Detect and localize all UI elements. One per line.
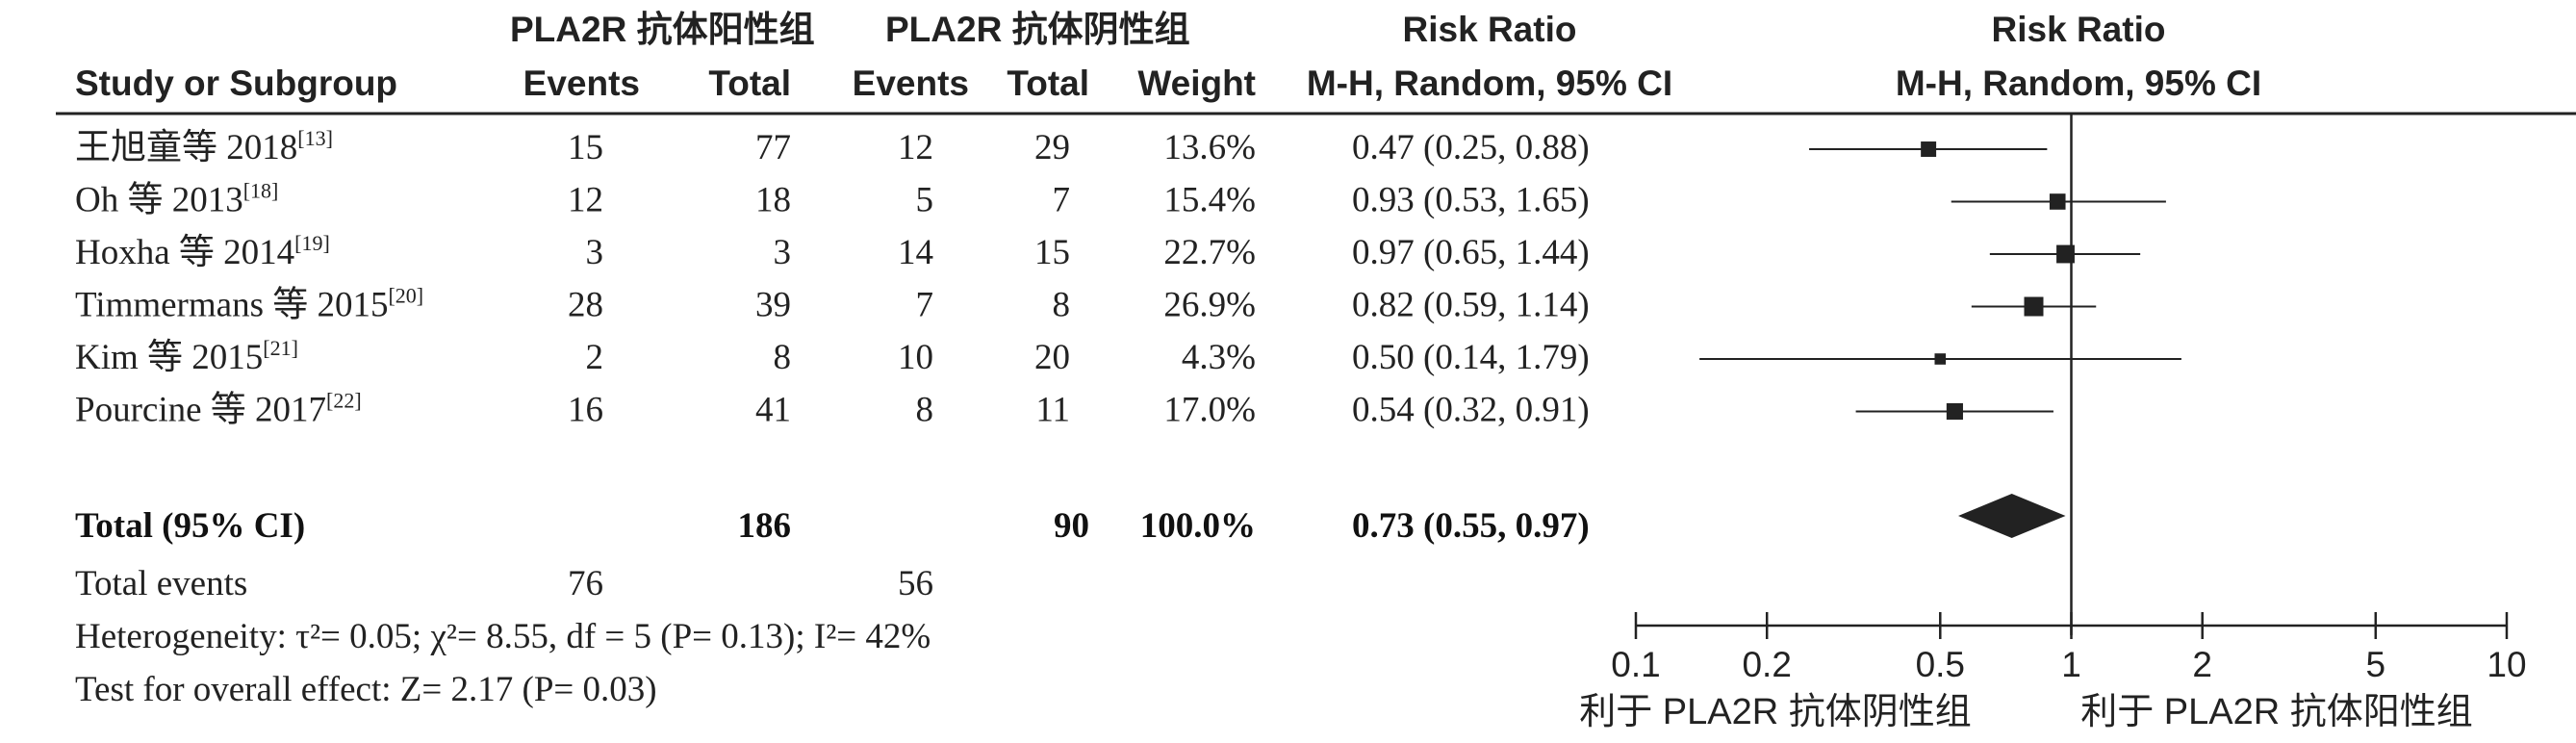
study-reference: [21] (263, 336, 298, 360)
study-ci: 0.54 (0.32, 0.91) (1352, 391, 1590, 430)
study-name: Hoxha 等 2014[19] (75, 231, 330, 272)
total-weight: 100.0% (1140, 506, 1256, 546)
events-group2: 10 (898, 338, 933, 377)
effect-marker (1934, 353, 1947, 365)
events-group1: 15 (568, 128, 603, 167)
total-group2: 90 (1054, 506, 1089, 546)
total-events-group1: 76 (568, 564, 603, 603)
study-ci: 0.82 (0.59, 1.14) (1352, 286, 1590, 325)
total-group2: 29 (1034, 128, 1070, 167)
effect-marker (2056, 244, 2075, 264)
total-group1: 18 (755, 181, 791, 220)
events-group1: 3 (586, 233, 604, 272)
total-group2: 8 (1053, 286, 1071, 325)
events2-header: Events (853, 64, 969, 103)
study-reference: [22] (326, 389, 362, 413)
favours-left-label: 利于 PLA2R 抗体阴性组 (1579, 692, 1972, 732)
x-tick-label: 10 (2487, 645, 2526, 684)
events-group2: 5 (916, 181, 934, 220)
events-group2: 8 (916, 391, 934, 430)
total-group1: 41 (755, 391, 791, 430)
weight-header: Weight (1137, 64, 1256, 103)
study-reference: [20] (388, 284, 423, 308)
pooled-diamond (1958, 494, 2066, 538)
events-group1: 28 (568, 286, 603, 325)
total1-header: Total (708, 64, 791, 103)
study-name-text: Kim 等 2015 (75, 337, 263, 377)
plot-title: Risk Ratio (1992, 10, 2166, 49)
study-column-header: Study or Subgroup (75, 64, 397, 103)
total-group1: 186 (738, 506, 792, 546)
total2-header: Total (1007, 64, 1089, 103)
effect-marker (1921, 141, 1937, 157)
effect-marker (2024, 296, 2044, 317)
effect-marker (2049, 193, 2066, 210)
total-label: Total (95% CI) (75, 506, 305, 546)
study-name: Oh 等 2013[18] (75, 179, 278, 220)
total-group2: 7 (1053, 181, 1071, 220)
total-group1: 39 (755, 286, 791, 325)
x-tick-label: 1 (2061, 645, 2081, 684)
total-group1: 3 (774, 233, 792, 272)
events-group2: 12 (898, 128, 933, 167)
study-ci: 0.93 (0.53, 1.65) (1352, 181, 1590, 220)
study-weight: 15.4% (1163, 181, 1256, 220)
study-name: Timmermans 等 2015[20] (75, 284, 423, 325)
plot-method-header: M-H, Random, 95% CI (1896, 64, 2261, 103)
total-group1: 77 (755, 128, 791, 167)
x-tick-label: 0.1 (1611, 645, 1660, 684)
events-group2: 14 (898, 233, 933, 272)
total-group2: 20 (1034, 338, 1070, 377)
total-group1: 8 (774, 338, 792, 377)
effect-marker (1946, 402, 1963, 421)
study-weight: 13.6% (1163, 128, 1256, 167)
overall-effect-text: Test for overall effect: Z= 2.17 (P= 0.0… (75, 670, 657, 709)
study-name-text: Oh 等 2013 (75, 180, 243, 220)
x-tick-label: 5 (2365, 645, 2385, 684)
favours-right-label: 利于 PLA2R 抗体阳性组 (2080, 692, 2473, 732)
study-name-text: Timmermans 等 2015 (75, 285, 388, 325)
study-name: Pourcine 等 2017[22] (75, 389, 362, 430)
study-name-text: 王旭童等 2018 (75, 127, 297, 167)
group1-title: PLA2R 抗体阳性组 (510, 10, 815, 49)
study-reference: [13] (297, 126, 333, 150)
total-events-label: Total events (75, 564, 247, 603)
heterogeneity-text: Heterogeneity: τ²= 0.05; χ²= 8.55, df = … (75, 617, 931, 656)
total-ci: 0.73 (0.55, 0.97) (1352, 506, 1590, 546)
study-name: Kim 等 2015[21] (75, 336, 298, 377)
study-ci: 0.47 (0.25, 0.88) (1352, 128, 1590, 167)
events-group1: 12 (568, 181, 603, 220)
x-tick-label: 2 (2192, 645, 2212, 684)
study-name-text: Hoxha 等 2014 (75, 232, 294, 272)
study-weight: 26.9% (1163, 286, 1256, 325)
events-group1: 16 (568, 391, 603, 430)
events-group1: 2 (586, 338, 604, 377)
rr-method-header: M-H, Random, 95% CI (1307, 64, 1672, 103)
study-weight: 17.0% (1163, 391, 1256, 430)
study-reference: [18] (243, 179, 279, 203)
study-ci: 0.97 (0.65, 1.44) (1352, 233, 1590, 272)
rr-column-title: Risk Ratio (1403, 10, 1577, 49)
total-group2: 11 (1035, 391, 1070, 430)
study-ci: 0.50 (0.14, 1.79) (1352, 338, 1590, 377)
total-group2: 15 (1034, 233, 1070, 272)
total-events-group2: 56 (898, 564, 933, 603)
x-tick-label: 0.2 (1742, 645, 1791, 684)
study-name: 王旭童等 2018[13] (75, 126, 333, 167)
study-weight: 4.3% (1182, 338, 1256, 377)
group2-title: PLA2R 抗体阴性组 (885, 10, 1190, 49)
x-tick-label: 0.5 (1916, 645, 1965, 684)
events1-header: Events (523, 64, 640, 103)
study-reference: [19] (294, 231, 330, 255)
study-name-text: Pourcine 等 2017 (75, 390, 326, 430)
events-group2: 7 (916, 286, 934, 325)
study-weight: 22.7% (1163, 233, 1256, 272)
